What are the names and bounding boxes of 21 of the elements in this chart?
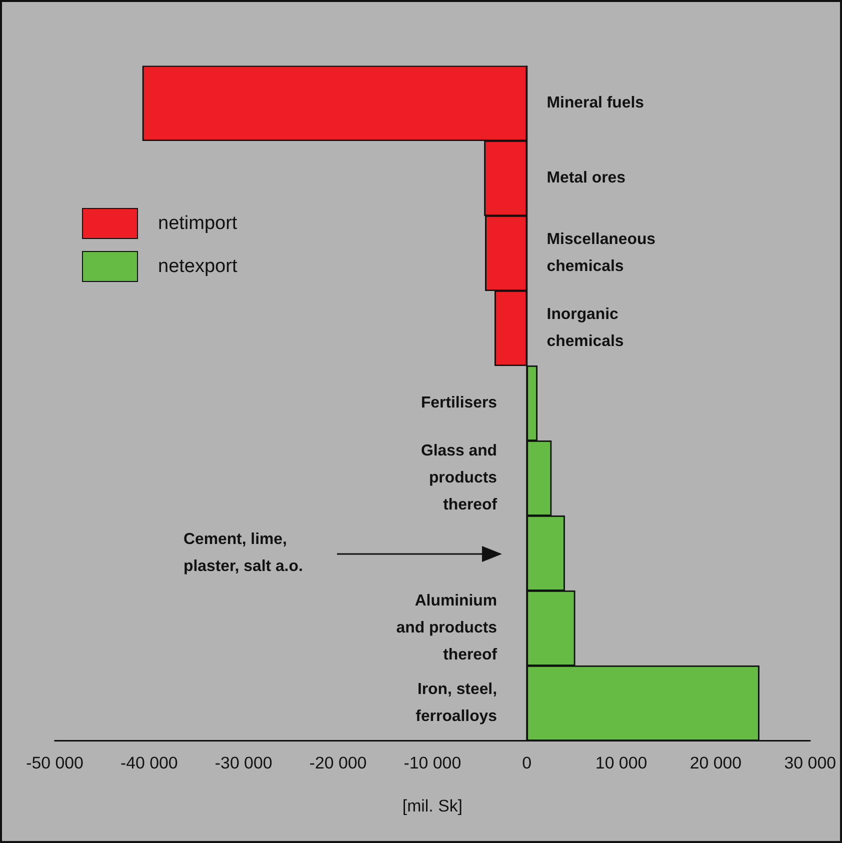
x-tick-label: 10 000	[595, 753, 648, 772]
x-tick-label: 0	[522, 753, 532, 772]
y-tick-label: Fertilisers	[420, 394, 498, 412]
y-tick-label: Cement, lime, plaster, salt a.o.	[184, 531, 303, 576]
x-tick-label: -40 000	[120, 753, 178, 772]
y-tick-label: Iron, steel, ferroalloys	[416, 681, 498, 725]
x-tick-label: -10 000	[404, 753, 462, 772]
y-tick-label: Mineral fuels	[546, 94, 644, 112]
legend-label: netimport	[158, 212, 238, 234]
y-tick-label: Metal ores	[546, 170, 626, 187]
x-tick-label: -30 000	[214, 753, 272, 772]
x-tick-label: -50 000	[26, 753, 84, 772]
x-axis-title: [mil. Sk]	[402, 796, 463, 816]
x-tick-label: -20 000	[309, 753, 367, 772]
y-tick-label: Miscellaneous chemicals	[546, 231, 656, 276]
x-tick-label: 20 000	[690, 753, 742, 772]
legend-label: netexport	[158, 256, 238, 278]
y-tick-label: Aluminium and products thereof	[396, 592, 498, 664]
y-tick-label: Glass and products thereof	[420, 442, 498, 514]
x-tick-label: 30 000	[784, 753, 836, 772]
y-tick-label: Inorganic chemicals	[546, 306, 624, 350]
